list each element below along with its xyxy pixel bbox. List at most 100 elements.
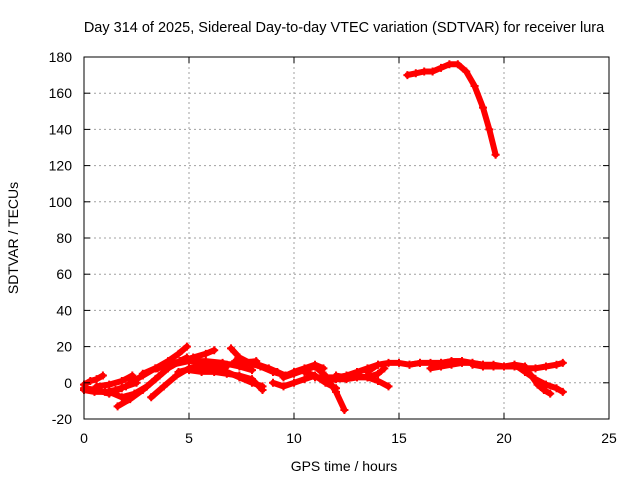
data-point xyxy=(185,366,193,375)
data-point xyxy=(98,371,107,380)
data-point xyxy=(92,382,101,391)
data-point xyxy=(332,371,340,380)
data-point xyxy=(332,384,340,393)
axis-ticks: 0 5 10 15 20 25 -20 0 20 40 60 80 100 120 140 160 180 xyxy=(49,49,617,446)
data-point xyxy=(374,360,382,369)
data-point xyxy=(126,395,135,404)
data-point xyxy=(279,373,288,382)
x-tick-label: 20 xyxy=(496,430,512,446)
data-point xyxy=(384,358,393,367)
series-arc-22 xyxy=(332,371,393,391)
data-point xyxy=(197,367,206,376)
data-point xyxy=(126,378,135,387)
y-tick-label: 20 xyxy=(56,339,72,355)
data-point xyxy=(374,376,382,385)
data-point xyxy=(311,373,319,382)
y-tick-label: -20 xyxy=(52,411,72,427)
data-point xyxy=(384,382,393,391)
data-point xyxy=(273,367,282,376)
data-point xyxy=(138,369,147,378)
data-point xyxy=(92,375,101,384)
data-point xyxy=(426,364,435,373)
data-point xyxy=(151,375,160,384)
data-point xyxy=(153,364,162,373)
data-point xyxy=(510,360,519,369)
data-point xyxy=(462,67,471,76)
data-point xyxy=(374,369,382,378)
y-tick-label: 160 xyxy=(49,85,73,101)
data-point xyxy=(416,358,424,367)
data-point xyxy=(447,357,456,366)
data-point xyxy=(552,360,561,369)
series-arc-13 xyxy=(210,364,267,391)
series-line xyxy=(81,385,125,397)
data-point xyxy=(210,346,219,355)
data-point xyxy=(105,387,114,396)
data-point xyxy=(353,371,361,380)
series-arc-4 xyxy=(92,371,137,391)
data-point xyxy=(185,357,193,366)
data-point xyxy=(453,60,462,69)
x-tick-label: 15 xyxy=(391,430,407,446)
y-tick-label: 60 xyxy=(56,266,72,282)
data-point xyxy=(147,393,156,402)
data-point xyxy=(489,362,498,371)
data-point xyxy=(491,150,500,159)
data-point xyxy=(437,358,445,367)
data-point xyxy=(210,364,219,373)
data-point xyxy=(521,364,529,373)
data-point xyxy=(403,71,412,80)
data-point xyxy=(479,103,487,112)
data-point xyxy=(558,387,567,396)
data-point xyxy=(500,362,508,371)
series-line xyxy=(93,372,136,390)
data-point xyxy=(558,358,567,367)
x-tick-label: 0 xyxy=(80,430,88,446)
data-point xyxy=(159,382,168,391)
data-point xyxy=(138,386,147,395)
data-point xyxy=(437,63,445,72)
data-point xyxy=(479,362,487,371)
x-axis-label: GPS time / hours xyxy=(291,458,398,474)
data-point xyxy=(113,402,122,411)
data-point xyxy=(117,393,126,402)
data-point xyxy=(222,367,231,376)
data-point xyxy=(290,378,298,387)
data-point xyxy=(269,378,277,387)
data-point xyxy=(86,376,95,385)
data-point xyxy=(222,360,231,369)
data-point xyxy=(405,360,414,369)
y-tick-label: 40 xyxy=(56,302,72,318)
data-point xyxy=(174,349,183,358)
data-point xyxy=(533,380,542,389)
data-point xyxy=(340,405,349,414)
series-arc-10 xyxy=(153,357,256,375)
data-point xyxy=(342,373,351,382)
data-point xyxy=(552,384,561,393)
x-tick-label: 10 xyxy=(286,430,302,446)
data-point xyxy=(248,378,256,387)
data-point xyxy=(243,358,252,367)
data-point xyxy=(542,380,550,389)
data-point xyxy=(227,344,235,353)
data-point xyxy=(311,362,319,371)
data-point xyxy=(428,67,437,76)
x-tick-label: 5 xyxy=(185,430,193,446)
series-arc-31 xyxy=(403,60,500,159)
data-point xyxy=(248,366,256,375)
data-point xyxy=(470,81,479,90)
y-tick-label: 180 xyxy=(49,49,73,65)
data-point xyxy=(256,362,265,371)
data-point xyxy=(539,386,548,395)
data-point xyxy=(105,380,114,389)
series-arc-30 xyxy=(521,364,555,398)
data-point xyxy=(300,367,309,376)
data-point xyxy=(290,369,298,378)
data-series xyxy=(80,60,567,414)
data-point xyxy=(300,375,309,384)
y-tick-label: 80 xyxy=(56,230,72,246)
data-point xyxy=(395,358,403,367)
chart-title: Day 314 of 2025, Sidereal Day-to-day VTE… xyxy=(84,20,605,36)
data-point xyxy=(117,384,126,393)
